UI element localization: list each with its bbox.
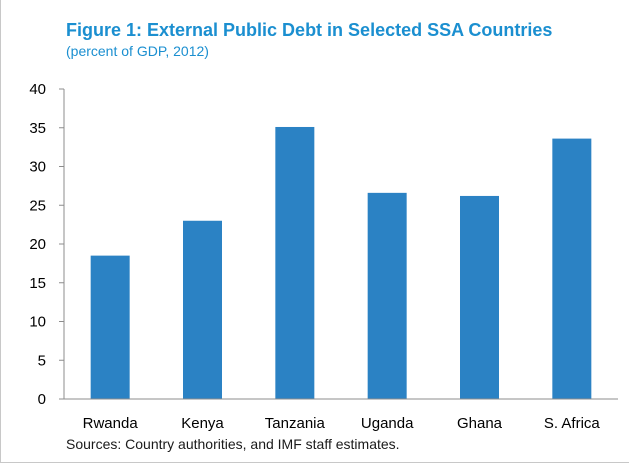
bar-kenya <box>183 220 222 399</box>
y-tick-label: 10 <box>29 314 46 331</box>
y-tick-label: 5 <box>38 352 46 369</box>
y-tick-label: 35 <box>29 120 46 137</box>
x-tick-label: Rwanda <box>83 415 139 432</box>
y-tick-label: 25 <box>29 197 46 214</box>
y-tick-label: 40 <box>29 81 46 98</box>
bar-uganda <box>367 192 407 399</box>
bar-tanzania <box>275 126 315 399</box>
source-note: Sources: Country authorities, and IMF st… <box>66 436 400 452</box>
x-tick-label: Uganda <box>361 415 414 432</box>
y-tick-label: 15 <box>29 275 46 292</box>
bar-s-africa <box>552 138 592 399</box>
chart-subtitle: (percent of GDP, 2012) <box>66 43 209 59</box>
x-tick-label: S. Africa <box>544 415 601 432</box>
x-tick-label: Ghana <box>457 415 503 432</box>
bar-rwanda <box>90 255 130 399</box>
x-tick-label: Tanzania <box>265 415 326 432</box>
bar-ghana <box>460 195 499 399</box>
y-tick-label: 20 <box>29 236 46 253</box>
chart-title: Figure 1: External Public Debt in Select… <box>66 20 553 40</box>
x-tick-label: Kenya <box>181 415 224 432</box>
y-tick-label: 30 <box>29 159 46 176</box>
y-tick-label: 0 <box>38 391 46 408</box>
